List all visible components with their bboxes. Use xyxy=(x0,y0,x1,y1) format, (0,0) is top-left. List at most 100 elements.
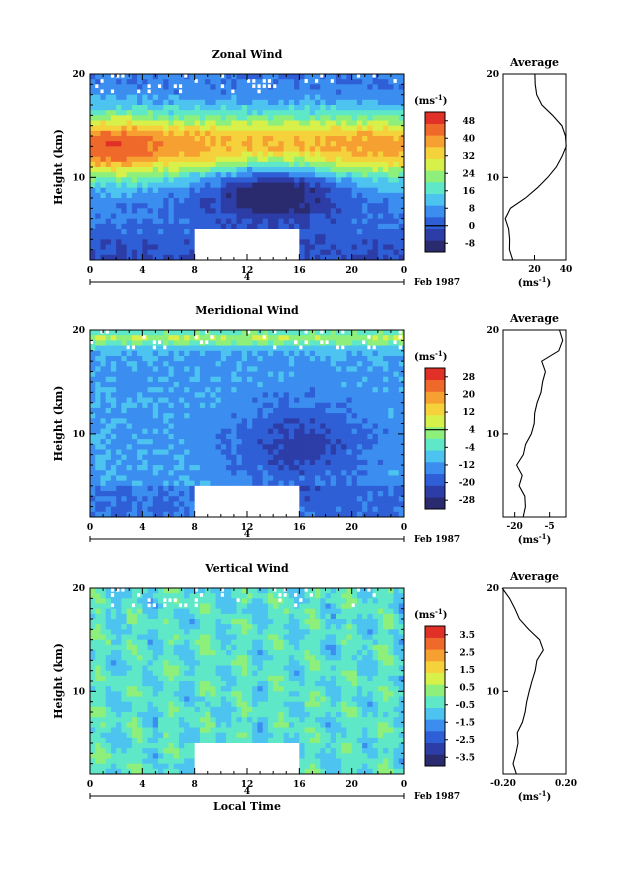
heatmap-cell xyxy=(241,161,248,168)
heatmap-cell xyxy=(199,418,206,424)
heatmap-cell xyxy=(105,254,112,261)
heatmap-cell xyxy=(356,413,363,419)
heatmap-cell xyxy=(173,491,180,497)
heatmap-cell xyxy=(163,94,169,101)
heatmap-cell xyxy=(231,198,237,204)
heatmap-cell xyxy=(121,706,128,713)
heatmap-cell xyxy=(205,475,211,482)
colorbar-swatch xyxy=(425,193,445,206)
heatmap-cell xyxy=(288,465,295,471)
colorbar-swatch xyxy=(425,123,445,136)
heatmap-cell xyxy=(377,376,384,383)
heatmap-cell xyxy=(288,177,295,183)
heatmap-cell xyxy=(137,397,143,404)
heatmap-cell xyxy=(173,254,180,261)
heatmap-cell xyxy=(100,418,107,424)
heatmap-cell xyxy=(304,475,311,482)
heatmap-cell xyxy=(372,105,379,111)
heatmap-cell xyxy=(168,249,175,256)
heatmap-cell xyxy=(168,167,175,173)
heatmap-cell xyxy=(184,254,190,261)
heatmap-cell xyxy=(315,392,321,398)
heatmap-cell xyxy=(121,454,128,461)
missing-data-cell xyxy=(320,330,324,334)
missing-data-cell xyxy=(210,335,214,339)
missing-data-cell xyxy=(252,79,256,83)
heatmap-cell xyxy=(367,94,373,101)
heatmap-cell xyxy=(220,192,227,199)
heatmap-cell xyxy=(226,125,232,132)
heatmap-cell xyxy=(346,198,353,204)
heatmap-cell xyxy=(262,99,269,106)
heatmap-cell xyxy=(320,218,326,225)
heatmap-cell xyxy=(126,413,133,419)
heatmap-cell xyxy=(325,110,332,116)
heatmap-cell xyxy=(393,218,400,225)
heatmap-cell xyxy=(393,506,400,513)
heatmap-cell xyxy=(142,407,148,414)
heatmap-cell xyxy=(346,501,353,508)
heatmap-cell xyxy=(393,172,400,178)
heatmap-cell xyxy=(236,146,243,152)
heatmap-cell xyxy=(205,433,211,440)
heatmap-cell xyxy=(173,501,180,508)
heatmap-cell xyxy=(199,89,206,96)
heatmap-cell xyxy=(367,511,373,518)
heatmap-cell xyxy=(283,407,290,414)
heatmap-cell xyxy=(330,465,337,471)
heatmap-cell xyxy=(199,141,206,147)
heatmap-cell xyxy=(152,423,159,430)
heatmap-cell xyxy=(199,330,206,336)
heatmap-cell xyxy=(383,218,389,225)
heatmap-cell xyxy=(341,89,347,96)
heatmap-cell xyxy=(288,330,295,336)
profile-x-tick-label: 20 xyxy=(528,265,541,275)
heatmap-cell xyxy=(325,182,332,189)
heatmap-cell xyxy=(110,177,117,183)
heatmap-cell xyxy=(315,187,321,194)
heatmap-cell xyxy=(116,706,122,713)
heatmap-cell xyxy=(383,511,389,518)
heatmap-cell xyxy=(325,172,332,178)
heatmap-cell xyxy=(320,198,326,204)
heatmap-cell xyxy=(383,366,389,372)
heatmap-cell xyxy=(346,234,353,240)
heatmap-cell xyxy=(163,433,169,440)
heatmap-cell xyxy=(137,361,143,367)
heatmap-cell xyxy=(393,439,400,445)
heatmap-cell xyxy=(95,608,101,615)
heatmap-cell xyxy=(194,407,201,414)
heatmap-cell xyxy=(383,465,389,471)
heatmap-cell xyxy=(131,387,138,393)
heatmap-cell xyxy=(131,74,138,80)
heatmap-cell xyxy=(147,156,154,163)
heatmap-cell xyxy=(95,629,101,635)
heatmap-cell xyxy=(121,218,128,225)
heatmap-cell xyxy=(152,94,159,101)
heatmap-cell xyxy=(184,136,190,142)
heatmap-cell xyxy=(199,381,206,388)
heatmap-cell xyxy=(372,254,379,261)
heatmap-cell xyxy=(356,392,363,398)
heatmap-cell xyxy=(273,213,279,220)
heatmap-cell xyxy=(377,501,384,508)
heatmap-cell xyxy=(158,146,164,152)
heatmap-cell xyxy=(205,392,211,398)
heatmap-cell xyxy=(105,506,112,513)
heatmap-cell xyxy=(377,366,384,372)
heatmap-cell xyxy=(278,355,285,362)
heatmap-cell xyxy=(278,79,285,85)
heatmap-cell xyxy=(283,172,290,178)
heatmap-cell xyxy=(330,501,337,508)
heatmap-cell xyxy=(247,371,253,378)
heatmap-cell xyxy=(393,496,400,502)
heatmap-cell xyxy=(377,345,384,352)
heatmap-cell xyxy=(356,146,363,152)
heatmap-cell xyxy=(356,192,363,199)
heatmap-cell xyxy=(267,355,274,362)
heatmap-cell xyxy=(257,167,264,173)
heatmap-cell xyxy=(388,340,394,346)
heatmap-cell xyxy=(267,94,274,101)
heatmap-cell xyxy=(121,423,128,430)
profile-unit-base: (ms xyxy=(518,278,539,289)
